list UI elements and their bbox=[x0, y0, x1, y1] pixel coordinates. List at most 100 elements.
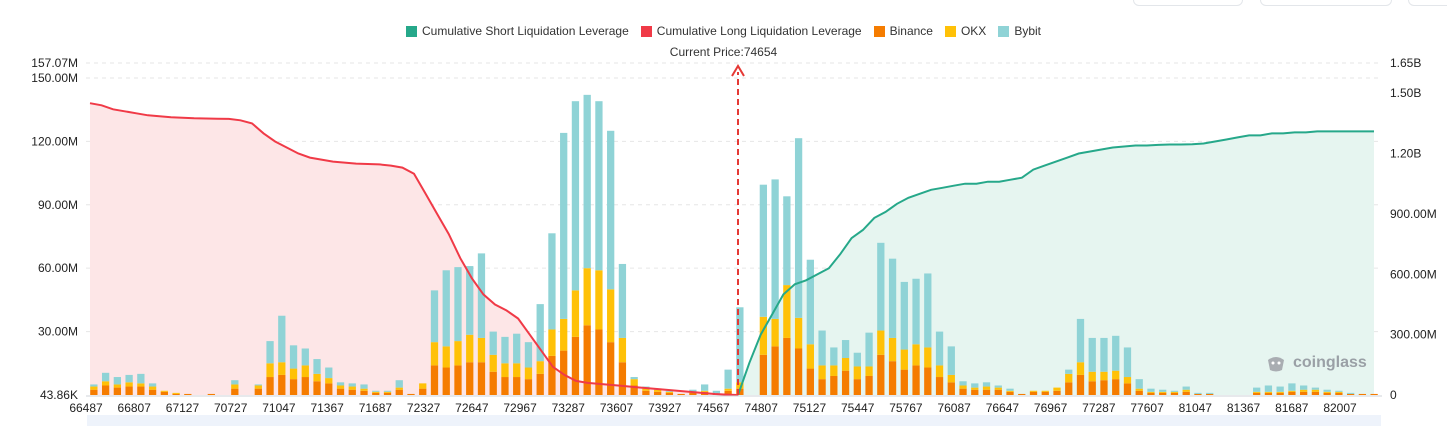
legend-item-okx[interactable]: OKX bbox=[944, 24, 987, 38]
binance-bar bbox=[372, 392, 380, 395]
bybit-bar bbox=[971, 383, 979, 388]
bybit-bar bbox=[231, 380, 239, 385]
bybit-bar bbox=[630, 377, 638, 380]
okx-bar bbox=[1264, 391, 1273, 393]
binance-bar bbox=[1123, 383, 1132, 395]
binance-bar bbox=[560, 350, 568, 395]
binance-bar bbox=[877, 354, 885, 395]
right-tick-label: 1.20B bbox=[1390, 147, 1421, 161]
okx-bar bbox=[419, 383, 427, 389]
okx-bar bbox=[654, 389, 662, 392]
bybit-bar bbox=[571, 101, 580, 291]
binance-bar bbox=[442, 367, 450, 395]
bybit-bar bbox=[125, 374, 133, 383]
bybit-bar bbox=[877, 242, 885, 331]
right-tick-label: 1.50B bbox=[1390, 86, 1421, 100]
legend-item-short[interactable]: Cumulative Short Liquidation Leverage bbox=[405, 24, 629, 38]
watermark-text: coinglass bbox=[1293, 354, 1367, 371]
bybit-bar bbox=[1076, 318, 1085, 363]
bybit-bar bbox=[1182, 386, 1190, 390]
binance-bar bbox=[395, 389, 403, 395]
binance-bar bbox=[137, 386, 145, 395]
okx-bar bbox=[571, 290, 580, 337]
bybit-bar bbox=[982, 382, 991, 387]
okx-bar bbox=[924, 347, 932, 368]
okx-bar bbox=[1076, 362, 1085, 375]
x-tick-label: 81687 bbox=[1275, 401, 1309, 415]
bybit-bar bbox=[278, 315, 286, 363]
okx-bar bbox=[1253, 391, 1261, 393]
binance-bar bbox=[1159, 392, 1167, 395]
bybit-bar bbox=[1346, 392, 1355, 394]
bybit-bar bbox=[830, 347, 838, 366]
bybit-bar bbox=[771, 179, 779, 319]
bybit-bar bbox=[924, 273, 932, 348]
bybit-bar bbox=[1253, 387, 1261, 392]
top-button-3[interactable] bbox=[1408, 0, 1447, 6]
okx-bar bbox=[935, 365, 944, 378]
okx-bar bbox=[794, 317, 803, 349]
okx-bar bbox=[1300, 389, 1308, 392]
bybit-bar bbox=[548, 233, 556, 330]
bybit-bar bbox=[513, 333, 521, 364]
binance-bar bbox=[935, 377, 944, 395]
okx-bar bbox=[724, 388, 732, 391]
okx-bar bbox=[113, 384, 122, 388]
binance-swatch bbox=[873, 25, 885, 37]
legend-item-bybit[interactable]: Bybit bbox=[998, 24, 1041, 38]
left-tick-label: 30.00M bbox=[38, 325, 78, 339]
x-tick-label: 73607 bbox=[600, 401, 634, 415]
binance-bar bbox=[313, 381, 321, 395]
x-tick-label: 74807 bbox=[745, 401, 779, 415]
okx-bar bbox=[430, 342, 439, 366]
bybit-bar bbox=[736, 307, 744, 383]
binance-bar bbox=[419, 388, 427, 395]
bybit-bar bbox=[853, 352, 861, 367]
legend-label-okx: OKX bbox=[960, 24, 987, 38]
x-tick-label: 74567 bbox=[696, 401, 730, 415]
chart-zoom-scrollbar[interactable] bbox=[87, 415, 1381, 426]
binance-bar bbox=[301, 377, 309, 395]
okx-bar bbox=[560, 318, 568, 351]
binance-bar bbox=[1253, 392, 1261, 395]
area-layer bbox=[90, 103, 1374, 395]
x-tick-label: 72327 bbox=[407, 401, 441, 415]
okx-bar bbox=[900, 349, 908, 370]
binance-bar bbox=[348, 389, 356, 395]
legend-item-long[interactable]: Cumulative Long Liquidation Leverage bbox=[640, 24, 862, 38]
okx-bar bbox=[830, 365, 838, 376]
binance-bar bbox=[759, 354, 768, 395]
legend-label-binance: Binance bbox=[889, 24, 933, 38]
bybit-bar bbox=[1335, 390, 1343, 392]
binance-bar bbox=[783, 337, 791, 395]
x-tick-label: 71367 bbox=[310, 401, 344, 415]
binance-bar bbox=[454, 365, 462, 395]
okx-bar bbox=[1335, 391, 1343, 393]
okx-bar bbox=[325, 378, 333, 384]
x-tick-label: 77607 bbox=[1130, 401, 1164, 415]
binance-bar bbox=[407, 393, 415, 395]
binance-bar bbox=[841, 370, 850, 395]
okx-bar bbox=[1029, 390, 1038, 392]
okx-bar bbox=[841, 358, 850, 371]
bybit-bar bbox=[607, 130, 615, 290]
binance-bar bbox=[266, 377, 274, 395]
x-tick-label: 72647 bbox=[455, 401, 489, 415]
long-leverage-area bbox=[90, 103, 738, 395]
bybit-bar bbox=[524, 342, 533, 368]
bybit-bar bbox=[266, 341, 274, 364]
bybit-bar bbox=[1288, 383, 1296, 391]
bybit-bar bbox=[912, 278, 920, 345]
binance-bar bbox=[1147, 392, 1155, 395]
x-tick-label: 76087 bbox=[937, 401, 971, 415]
line-layer bbox=[89, 64, 1374, 396]
bybit-bar bbox=[935, 331, 944, 366]
okx-bar bbox=[454, 341, 462, 366]
legend-item-binance[interactable]: Binance bbox=[873, 24, 933, 38]
okx-bar bbox=[642, 388, 650, 391]
binance-bar bbox=[865, 375, 873, 395]
binance-bar bbox=[618, 362, 627, 395]
bybit-bar bbox=[865, 332, 873, 367]
okx-swatch bbox=[944, 25, 956, 37]
binance-bar bbox=[1182, 391, 1190, 395]
